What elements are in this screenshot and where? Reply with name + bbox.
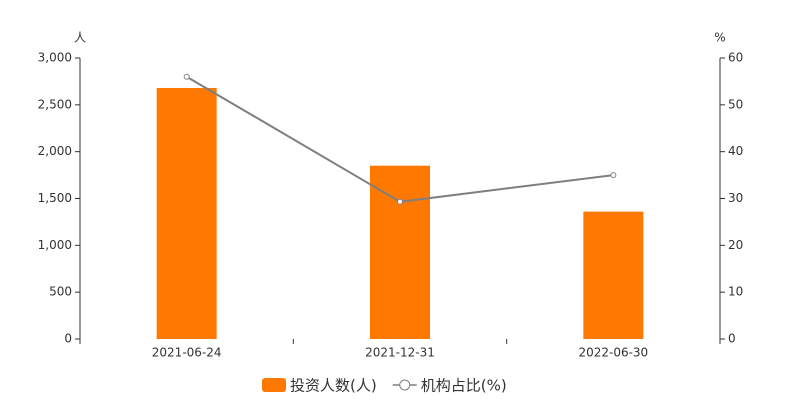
bar bbox=[370, 165, 430, 339]
x-tick-label: 2021-12-31 bbox=[365, 346, 435, 360]
y-tick-label: 500 bbox=[49, 285, 72, 299]
y2-tick-label: 60 bbox=[728, 51, 743, 65]
bar bbox=[156, 87, 217, 340]
legend-label: 投资人数(人) bbox=[290, 377, 377, 395]
y2-tick-label: 20 bbox=[728, 238, 743, 252]
y-tick-label: 2,000 bbox=[38, 144, 72, 158]
y-tick-label: 2,500 bbox=[38, 97, 72, 111]
x-tick-label: 2022-06-30 bbox=[578, 346, 648, 360]
y2-tick-label: 40 bbox=[728, 144, 743, 158]
bar bbox=[583, 211, 644, 339]
y2-tick-label: 50 bbox=[728, 97, 743, 111]
y-axis-unit: 人 bbox=[74, 31, 86, 45]
y2-tick-label: 0 bbox=[728, 332, 736, 346]
y-tick-label: 1,500 bbox=[38, 191, 72, 205]
line-point bbox=[397, 198, 403, 205]
x-tick-label: 2021-06-24 bbox=[152, 346, 222, 360]
y2-tick-label: 30 bbox=[728, 191, 743, 205]
legend-swatch bbox=[262, 378, 286, 392]
line-point bbox=[183, 73, 190, 80]
y-tick-label: 0 bbox=[64, 332, 72, 346]
y2-axis-unit: % bbox=[714, 31, 725, 45]
legend-label: 机构占比(%) bbox=[421, 377, 507, 395]
y-tick-label: 1,000 bbox=[38, 238, 72, 252]
legend-swatch bbox=[399, 379, 411, 391]
y2-tick-label: 10 bbox=[728, 285, 743, 299]
line-point bbox=[610, 172, 617, 179]
y-tick-label: 3,000 bbox=[38, 51, 72, 65]
